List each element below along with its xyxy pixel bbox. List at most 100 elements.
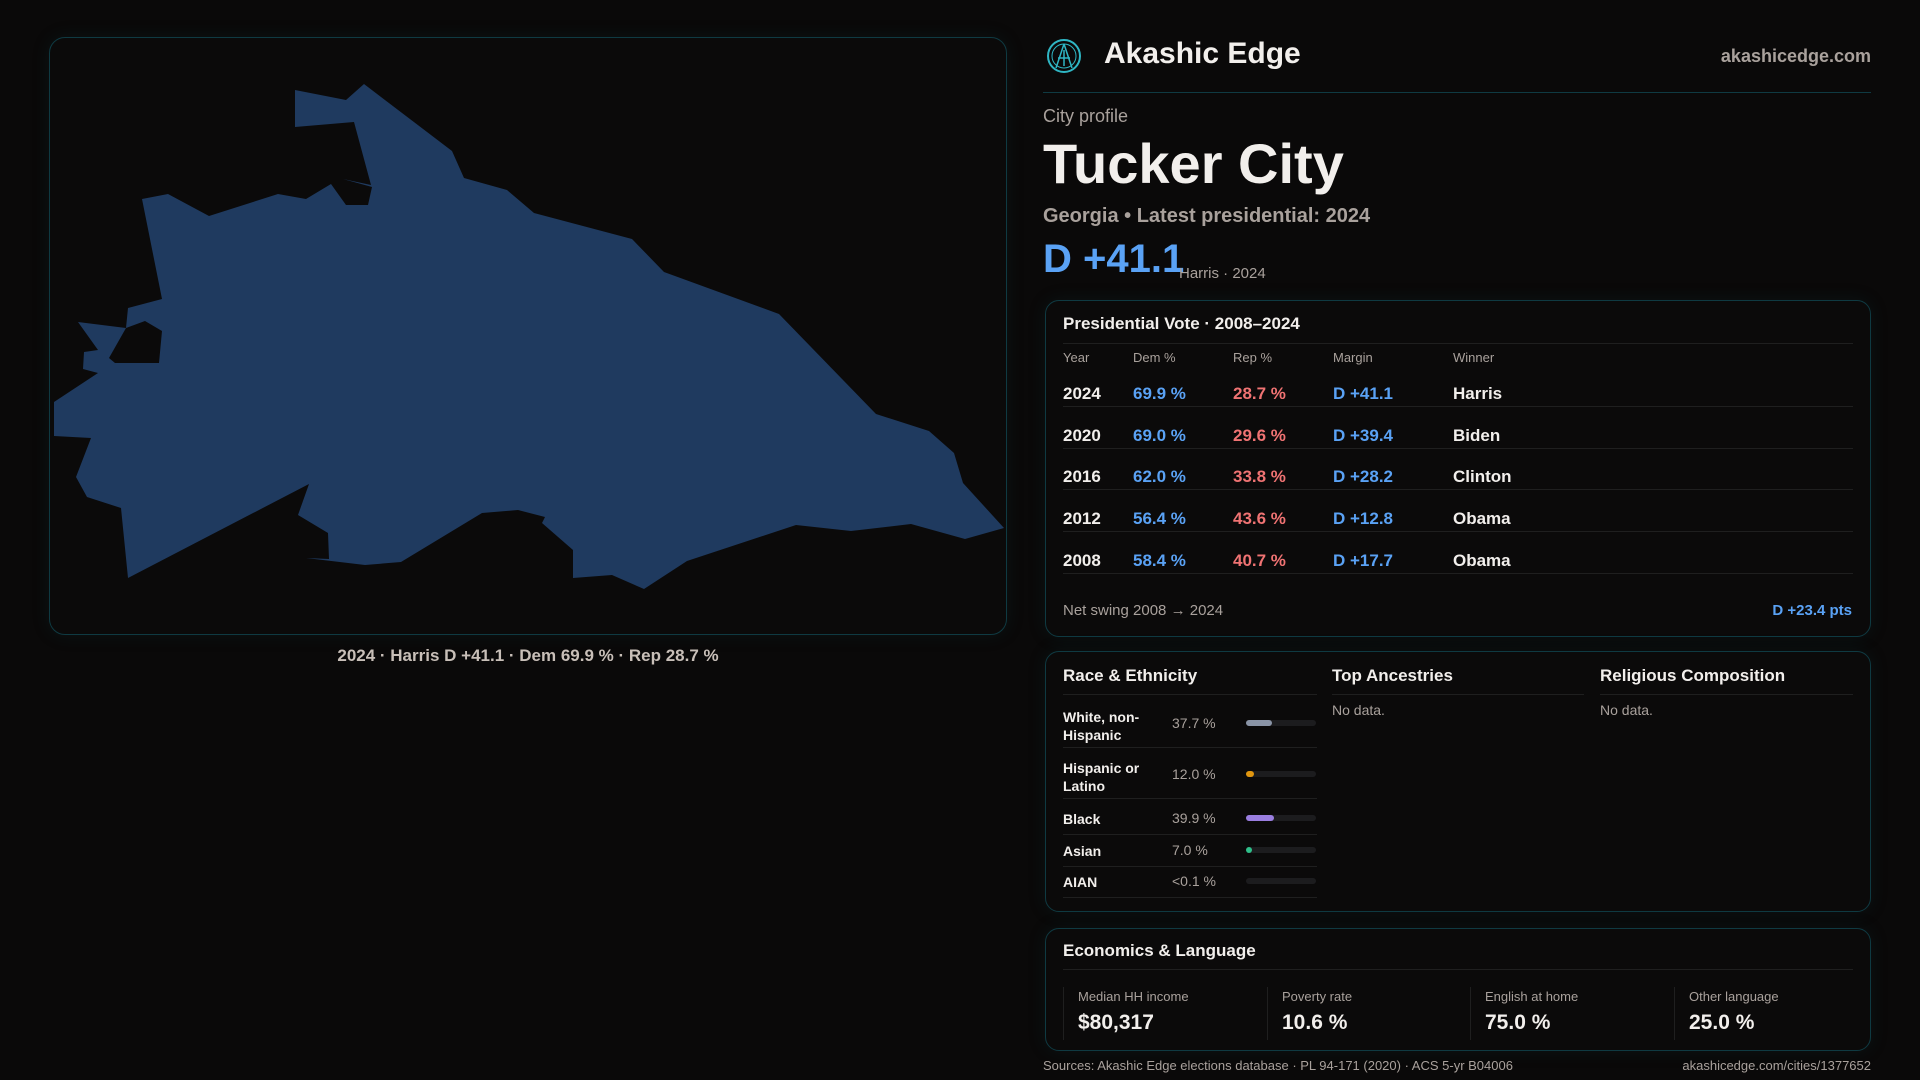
- stat-value: 75.0 %: [1485, 1011, 1551, 1034]
- column-header: Rep %: [1233, 350, 1273, 365]
- stat-label: Poverty rate: [1282, 989, 1353, 1004]
- race-bar: [1246, 720, 1316, 726]
- religion-empty: No data.: [1600, 702, 1653, 718]
- race-bar: [1246, 771, 1316, 777]
- margin-cell: D +28.2: [1333, 467, 1394, 486]
- race-value: <0.1 %: [1172, 873, 1216, 889]
- year-cell: 2016: [1063, 467, 1101, 486]
- race-title: Race & Ethnicity: [1063, 666, 1198, 685]
- sources-text: Sources: Akashic Edge elections database…: [1043, 1058, 1513, 1073]
- winner-cell: Biden: [1453, 426, 1501, 445]
- row-divider: [1063, 531, 1853, 532]
- margin-cell: D +12.8: [1333, 509, 1394, 528]
- city-boundary-shape: [54, 84, 1004, 589]
- column-header: Margin: [1333, 350, 1373, 365]
- demographics-card: [1045, 651, 1871, 912]
- race-bar: [1246, 878, 1316, 884]
- economics-title: Economics & Language: [1063, 941, 1256, 960]
- stat-value: 10.6 %: [1282, 1011, 1348, 1034]
- row-divider: [1063, 834, 1317, 835]
- race-bar-fill: [1246, 815, 1274, 821]
- ancestries-title: Top Ancestries: [1332, 666, 1453, 685]
- winner-cell: Clinton: [1453, 467, 1512, 486]
- race-value: 12.0 %: [1172, 766, 1216, 782]
- row-divider: [1063, 448, 1853, 449]
- religion-title: Religious Composition: [1600, 666, 1786, 685]
- column-header: Dem %: [1133, 350, 1176, 365]
- divider: [1063, 969, 1853, 970]
- stat-divider: [1063, 987, 1064, 1040]
- race-bar: [1246, 847, 1316, 853]
- stat-label: Other language: [1689, 989, 1779, 1004]
- winner-cell: Obama: [1453, 551, 1511, 570]
- margin-cell: D +17.7: [1333, 551, 1394, 570]
- race-bar-fill: [1246, 771, 1255, 777]
- dem-cell: 69.0 %: [1133, 426, 1186, 445]
- city-url[interactable]: akashicedge.com/cities/1377652: [1682, 1058, 1871, 1073]
- net-swing-value: D +23.4 pts: [1772, 602, 1852, 619]
- race-value: 7.0 %: [1172, 842, 1208, 858]
- stat-value: 25.0 %: [1689, 1011, 1755, 1034]
- divider: [1063, 694, 1317, 695]
- rep-cell: 40.7 %: [1233, 551, 1286, 570]
- year-cell: 2020: [1063, 426, 1101, 445]
- divider: [1332, 694, 1584, 695]
- headline-margin-note: Harris · 2024: [1179, 265, 1266, 282]
- stat-value: $80,317: [1078, 1011, 1154, 1034]
- ancestries-empty: No data.: [1332, 702, 1385, 718]
- winner-cell: Harris: [1453, 384, 1503, 403]
- race-label: Hispanic or Latino: [1063, 760, 1140, 794]
- page-title: Tucker City: [1043, 132, 1344, 195]
- row-divider: [1063, 573, 1853, 574]
- rep-cell: 43.6 %: [1233, 509, 1286, 528]
- stat-divider: [1470, 987, 1471, 1040]
- row-divider: [1063, 747, 1317, 748]
- year-cell: 2012: [1063, 509, 1101, 528]
- header-divider: [1043, 92, 1871, 93]
- column-header: Year: [1063, 350, 1090, 365]
- profile-kicker: City profile: [1043, 106, 1129, 126]
- stat-divider: [1267, 987, 1268, 1040]
- race-label: AIAN: [1063, 874, 1098, 890]
- rep-cell: 33.8 %: [1233, 467, 1286, 486]
- profile-subtitle: Georgia • Latest presidential: 2024: [1043, 205, 1371, 227]
- rep-cell: 28.7 %: [1233, 384, 1286, 403]
- row-divider: [1063, 897, 1317, 898]
- race-label: Asian: [1063, 843, 1102, 859]
- stat-divider: [1674, 987, 1675, 1040]
- race-bar: [1246, 815, 1316, 821]
- year-cell: 2024: [1063, 384, 1101, 403]
- race-value: 39.9 %: [1172, 810, 1216, 826]
- net-swing-label: Net swing 2008 → 2024: [1063, 602, 1224, 619]
- divider: [1600, 694, 1853, 695]
- site-link[interactable]: akashicedge.com: [1720, 46, 1871, 66]
- race-label: Black: [1063, 811, 1101, 827]
- race-bar-fill: [1246, 720, 1273, 726]
- row-divider: [1063, 866, 1317, 867]
- dem-cell: 69.9 %: [1133, 384, 1186, 403]
- rep-cell: 29.6 %: [1233, 426, 1286, 445]
- column-header: Winner: [1453, 350, 1495, 365]
- margin-cell: D +41.1: [1333, 384, 1394, 403]
- row-divider: [1063, 798, 1317, 799]
- winner-cell: Obama: [1453, 509, 1511, 528]
- presidential-title: Presidential Vote · 2008–2024: [1063, 314, 1300, 333]
- row-divider: [1063, 489, 1853, 490]
- race-label: White, non-Hispanic: [1063, 709, 1140, 743]
- margin-cell: D +39.4: [1333, 426, 1394, 445]
- stat-label: Median HH income: [1078, 989, 1189, 1004]
- headline-margin: D +41.1: [1043, 237, 1185, 281]
- race-value: 37.7 %: [1172, 715, 1216, 731]
- year-cell: 2008: [1063, 551, 1101, 570]
- dem-cell: 62.0 %: [1133, 467, 1186, 486]
- presidential-vote-card: [1045, 300, 1871, 637]
- akashic-edge-logo-icon: [1047, 39, 1081, 73]
- brand-name: Akashic Edge: [1104, 37, 1301, 70]
- dem-cell: 58.4 %: [1133, 551, 1186, 570]
- map-caption: 2024 · Harris D +41.1 · Dem 69.9 % · Rep…: [337, 646, 719, 665]
- economics-card: [1045, 928, 1871, 1051]
- city-boundary-map[interactable]: [0, 0, 1020, 640]
- dem-cell: 56.4 %: [1133, 509, 1186, 528]
- row-divider: [1063, 406, 1853, 407]
- race-bar-fill: [1246, 847, 1252, 853]
